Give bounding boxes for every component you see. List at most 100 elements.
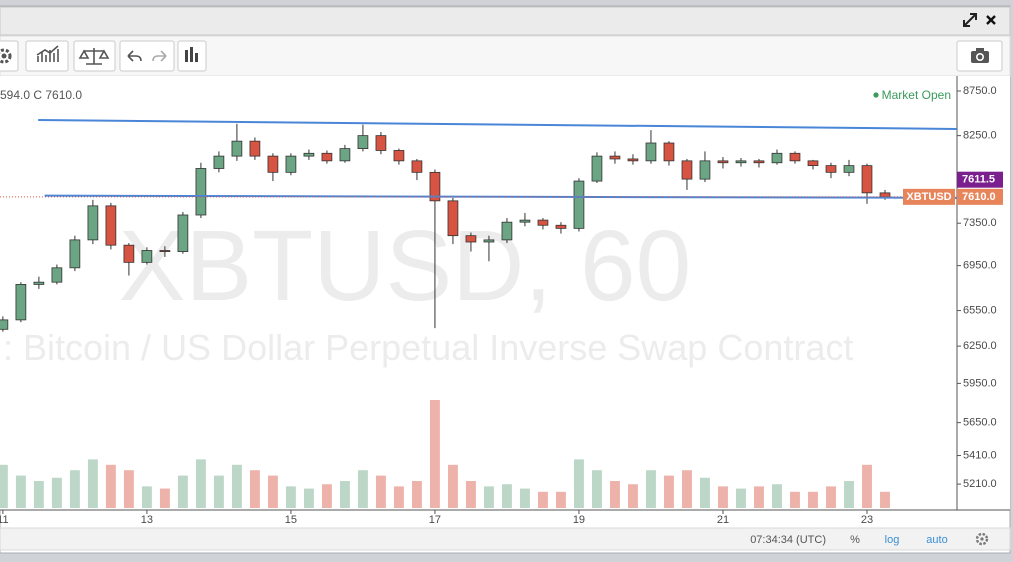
volume-bar bbox=[610, 481, 620, 508]
undo-redo-buttons[interactable] bbox=[119, 40, 175, 72]
watermark-subtitle: : Bitcoin / US Dollar Perpetual Inverse … bbox=[3, 327, 853, 368]
volume-bar bbox=[537, 491, 548, 508]
candle-body bbox=[879, 192, 891, 198]
candle-body bbox=[177, 214, 189, 252]
candle-body bbox=[663, 142, 675, 162]
candle-body bbox=[573, 180, 585, 229]
candle-body bbox=[789, 152, 801, 162]
status-bar bbox=[0, 527, 1011, 551]
status-settings[interactable] bbox=[975, 532, 989, 546]
volume-bar bbox=[411, 481, 422, 508]
volume-bar bbox=[231, 464, 242, 508]
last-price-label: 7610.0 bbox=[962, 191, 996, 203]
expand-button[interactable] bbox=[963, 13, 977, 27]
candle-body bbox=[555, 224, 567, 229]
price-axis bbox=[957, 76, 1010, 510]
chart-type-button[interactable] bbox=[25, 40, 69, 72]
y-tick-label: 5410.0 bbox=[963, 449, 997, 461]
trend-line bbox=[44, 194, 957, 199]
percent-toggle[interactable]: % bbox=[850, 534, 860, 546]
candles bbox=[0, 123, 891, 332]
volume-bar bbox=[267, 475, 278, 508]
volume-bar bbox=[844, 481, 854, 508]
settings-button[interactable] bbox=[0, 40, 19, 72]
volume-bar bbox=[754, 486, 764, 508]
x-tick-label: 19 bbox=[573, 514, 585, 526]
candle-body bbox=[861, 165, 873, 194]
volume-bar bbox=[69, 470, 80, 508]
close-button[interactable] bbox=[986, 15, 996, 25]
candle-body bbox=[501, 221, 513, 241]
candle-body bbox=[825, 165, 837, 173]
candle-body bbox=[609, 155, 621, 160]
volume-bar bbox=[249, 470, 260, 508]
candle-body bbox=[699, 160, 711, 180]
x-tick-label: 15 bbox=[285, 514, 297, 526]
candle-body bbox=[87, 205, 99, 241]
volume-bar bbox=[501, 484, 512, 508]
candle-body bbox=[0, 319, 9, 330]
indicators-button[interactable] bbox=[177, 40, 207, 72]
last-price-tag bbox=[957, 188, 1003, 205]
candle-body bbox=[627, 158, 639, 162]
volume-bar bbox=[87, 459, 98, 508]
x-tick-label: 11 bbox=[0, 514, 9, 526]
volume-bar bbox=[519, 488, 530, 508]
y-tick-label: 8750.0 bbox=[963, 85, 997, 97]
trend-line bbox=[38, 118, 957, 130]
y-tick-label: 5650.0 bbox=[963, 417, 997, 429]
volume-bar bbox=[357, 470, 368, 508]
mark-price-label: 7611.5 bbox=[962, 174, 995, 186]
candle-body bbox=[519, 219, 531, 223]
candle-body bbox=[69, 239, 81, 269]
candle-body bbox=[285, 155, 297, 173]
volume-bar bbox=[33, 481, 44, 508]
clock: 07:34:34 (UTC) bbox=[750, 534, 826, 546]
candle-body bbox=[51, 267, 63, 283]
candle-body bbox=[267, 155, 279, 173]
x-tick-label: 23 bbox=[861, 514, 873, 526]
volume-bars bbox=[0, 400, 890, 508]
volume-bar bbox=[141, 486, 152, 508]
plot: XBTUSD, 60 : Bitcoin / US Dollar Perpetu… bbox=[0, 118, 957, 508]
candle-body bbox=[537, 219, 549, 226]
candle-body bbox=[33, 281, 45, 285]
log-toggle[interactable]: log bbox=[885, 534, 900, 546]
x-tick-label: 17 bbox=[429, 514, 441, 526]
candle-body bbox=[231, 140, 243, 157]
candle-body bbox=[735, 160, 747, 164]
volume-bar bbox=[736, 488, 746, 508]
candle-body bbox=[465, 235, 477, 243]
y-tick-label: 5950.0 bbox=[963, 377, 997, 389]
status-dot bbox=[873, 92, 879, 98]
candle-body bbox=[141, 250, 153, 263]
compare-button[interactable] bbox=[73, 40, 116, 72]
candle-body bbox=[375, 135, 387, 151]
volume-bar bbox=[592, 470, 602, 508]
candle-body bbox=[447, 200, 459, 237]
snapshot-button[interactable] bbox=[956, 40, 1003, 72]
auto-toggle[interactable]: auto bbox=[926, 534, 947, 546]
candle-body bbox=[753, 160, 765, 164]
y-tick-label: 6550.0 bbox=[963, 304, 997, 316]
volume-bar bbox=[646, 470, 656, 508]
volume-bar bbox=[123, 470, 134, 508]
volume-bar bbox=[574, 459, 584, 508]
candle-body bbox=[807, 160, 819, 167]
volume-bar bbox=[664, 475, 674, 508]
volume-bar bbox=[51, 477, 62, 508]
volume-bar bbox=[177, 475, 188, 508]
y-tick-label: 6250.0 bbox=[963, 340, 997, 352]
volume-bar bbox=[159, 488, 170, 508]
candle-body bbox=[303, 152, 315, 157]
candle-body bbox=[213, 155, 225, 169]
candle-body bbox=[321, 152, 333, 162]
volume-bar bbox=[682, 470, 692, 508]
volume-bar bbox=[826, 486, 836, 508]
volume-bar bbox=[213, 475, 224, 508]
candle-body bbox=[429, 171, 441, 202]
y-tick-label: 6950.0 bbox=[963, 260, 997, 272]
market-status: Market Open bbox=[882, 88, 951, 102]
